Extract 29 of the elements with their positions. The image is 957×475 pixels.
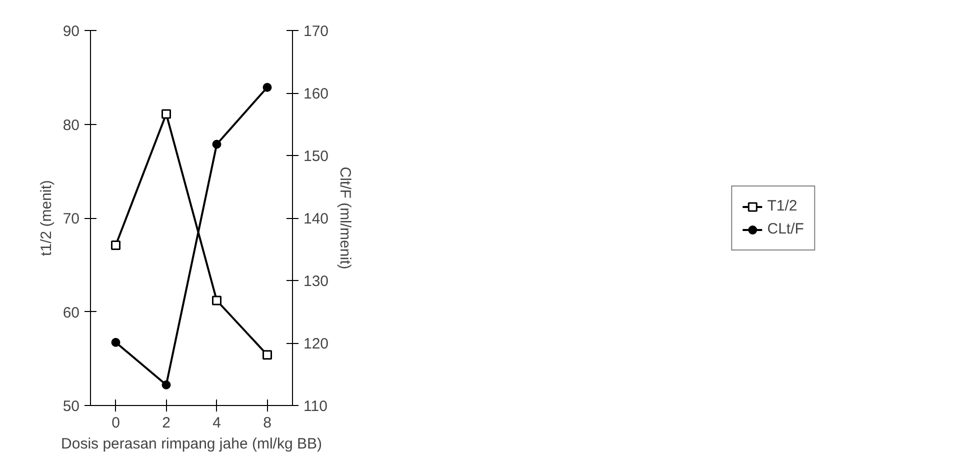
y-tick-label: 80 [62, 116, 80, 134]
y2-tick-label: 120 [304, 336, 329, 352]
x-tick-label: 0 [112, 414, 120, 432]
y-tick-label: 50 [62, 398, 80, 415]
y2-axis-title: Clt/F (ml/menit) [336, 166, 354, 270]
point [212, 140, 222, 149]
y2-tick-label: 110 [304, 398, 328, 415]
y2-tick-label: 170 [304, 23, 329, 40]
x-axis-title: Dosis perasan rimpang jahe (ml/kg BB) [61, 436, 322, 452]
y2-tick-label: 160 [304, 86, 329, 102]
x-tick-label: 4 [212, 414, 221, 432]
y-axis-title: t1/2 (menit) [38, 180, 55, 256]
point [212, 296, 222, 306]
point [111, 240, 120, 250]
x-tick-label: 8 [263, 414, 272, 432]
y-tick-label: 60 [62, 304, 80, 322]
point [262, 350, 272, 360]
point [111, 338, 120, 347]
point [262, 82, 272, 92]
y-tick-label: 90 [62, 23, 80, 40]
legend-label: CLt/F [767, 220, 804, 238]
x-tick-label: 2 [162, 414, 170, 432]
y-tick-label: 70 [62, 210, 80, 228]
y2-tick-label: 150 [304, 148, 329, 165]
legend-label: T1/2 [767, 198, 798, 214]
point [162, 380, 171, 390]
y2-tick-label: 130 [304, 273, 329, 290]
point [162, 109, 171, 119]
y2-tick-label: 140 [304, 210, 329, 228]
